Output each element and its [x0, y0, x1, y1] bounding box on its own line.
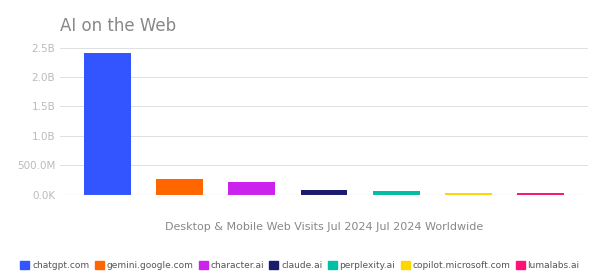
- Bar: [156, 179, 203, 195]
- Bar: [84, 53, 131, 195]
- Text: AI on the Web: AI on the Web: [60, 17, 176, 34]
- Bar: [373, 191, 419, 195]
- Legend: chatgpt.com, gemini.google.com, character.ai, claude.ai, perplexity.ai, copilot.: chatgpt.com, gemini.google.com, characte…: [17, 257, 583, 274]
- Bar: [301, 190, 347, 195]
- Bar: [517, 193, 564, 195]
- Bar: [445, 193, 492, 195]
- Text: Desktop & Mobile Web Visits Jul 2024 Jul 2024 Worldwide: Desktop & Mobile Web Visits Jul 2024 Jul…: [165, 222, 483, 232]
- Bar: [229, 182, 275, 195]
